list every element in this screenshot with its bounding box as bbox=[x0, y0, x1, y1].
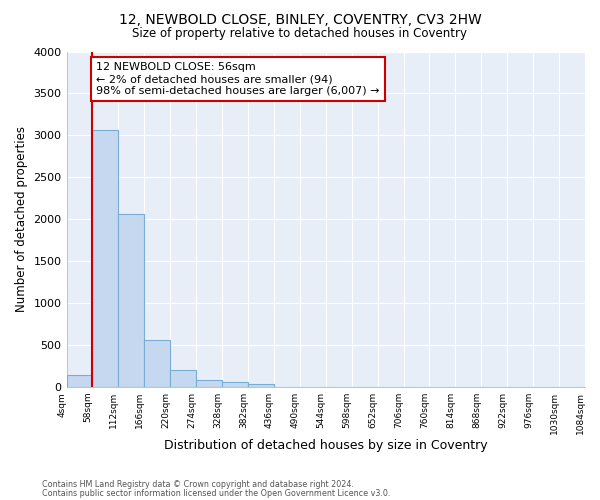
Text: Contains HM Land Registry data © Crown copyright and database right 2024.: Contains HM Land Registry data © Crown c… bbox=[42, 480, 354, 489]
Bar bbox=[170, 370, 196, 387]
Text: 12 NEWBOLD CLOSE: 56sqm
← 2% of detached houses are smaller (94)
98% of semi-det: 12 NEWBOLD CLOSE: 56sqm ← 2% of detached… bbox=[97, 62, 380, 96]
Bar bbox=[248, 384, 274, 387]
Bar bbox=[92, 130, 118, 387]
Bar bbox=[222, 382, 248, 387]
Y-axis label: Number of detached properties: Number of detached properties bbox=[15, 126, 28, 312]
Bar bbox=[67, 375, 92, 387]
Text: Contains public sector information licensed under the Open Government Licence v3: Contains public sector information licen… bbox=[42, 488, 391, 498]
Bar bbox=[145, 340, 170, 387]
Text: 12, NEWBOLD CLOSE, BINLEY, COVENTRY, CV3 2HW: 12, NEWBOLD CLOSE, BINLEY, COVENTRY, CV3… bbox=[119, 12, 481, 26]
X-axis label: Distribution of detached houses by size in Coventry: Distribution of detached houses by size … bbox=[164, 440, 488, 452]
Bar bbox=[196, 380, 222, 387]
Bar bbox=[118, 214, 145, 387]
Text: Size of property relative to detached houses in Coventry: Size of property relative to detached ho… bbox=[133, 28, 467, 40]
